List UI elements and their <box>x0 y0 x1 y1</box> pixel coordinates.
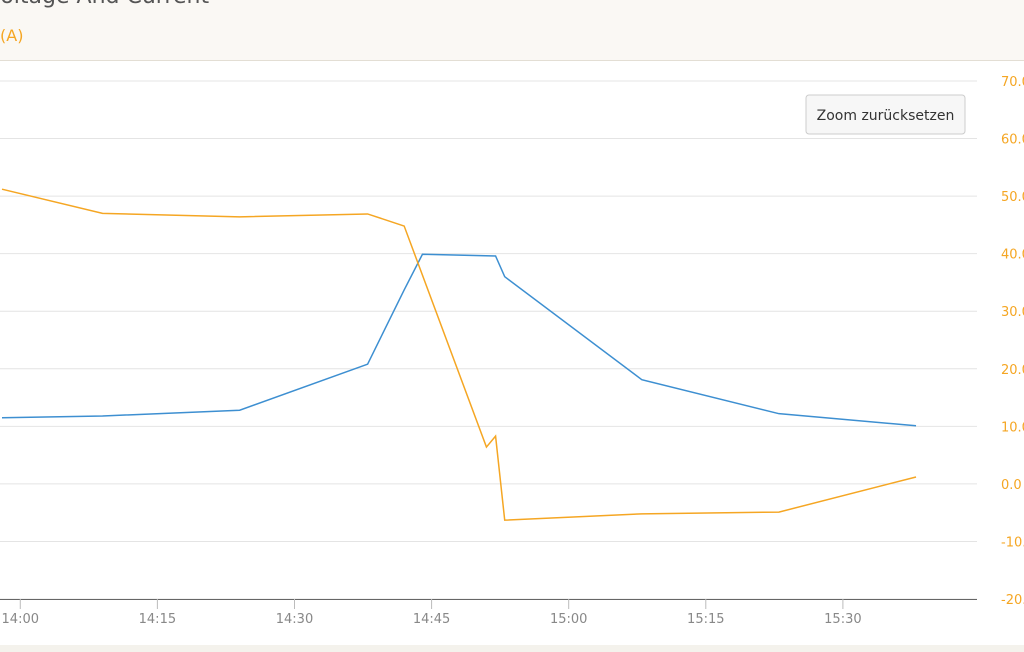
x-tick-label: 15:30 <box>824 612 861 627</box>
y-tick-label: 30.0 <box>1001 305 1024 320</box>
y-tick-label: 40.0 <box>1001 248 1024 263</box>
x-tick-label: 14:30 <box>276 612 313 627</box>
y-tick-label: 60.0 <box>1001 133 1024 148</box>
series-line <box>1 253 917 427</box>
reset-zoom-label[interactable]: Zoom zurücksetzen <box>817 108 955 124</box>
x-tick-label: 14:15 <box>139 612 176 627</box>
y-tick-label: 10.0 <box>1001 420 1024 435</box>
x-tick-label: 15:15 <box>687 612 724 627</box>
chart-subtitle: (A) <box>0 26 23 45</box>
y-tick-label: 20.0 <box>1001 363 1024 378</box>
plot: -20.0 -10.0 0.0 10.0 20.0 30.0 40.0 50.0 60.0 70.… <box>0 75 1024 627</box>
series-line <box>1 188 917 521</box>
y-tick-label: 0.0 <box>1001 478 1022 493</box>
footer <box>0 645 1024 652</box>
y-tick-label: 70.0 <box>1001 75 1024 90</box>
y-tick-label: -20.0 <box>1001 593 1024 608</box>
y-tick-label: 50.0 <box>1001 190 1024 205</box>
x-tick-label: 15:00 <box>550 612 587 627</box>
y-tick-label: -10.0 <box>1001 535 1024 550</box>
chart-title: Voltage And Current <box>0 0 209 9</box>
reset-zoom-button[interactable] <box>805 94 966 135</box>
x-tick-label: 14:45 <box>413 612 450 627</box>
x-tick-label: 14:00 <box>2 612 39 627</box>
header <box>0 0 1024 60</box>
